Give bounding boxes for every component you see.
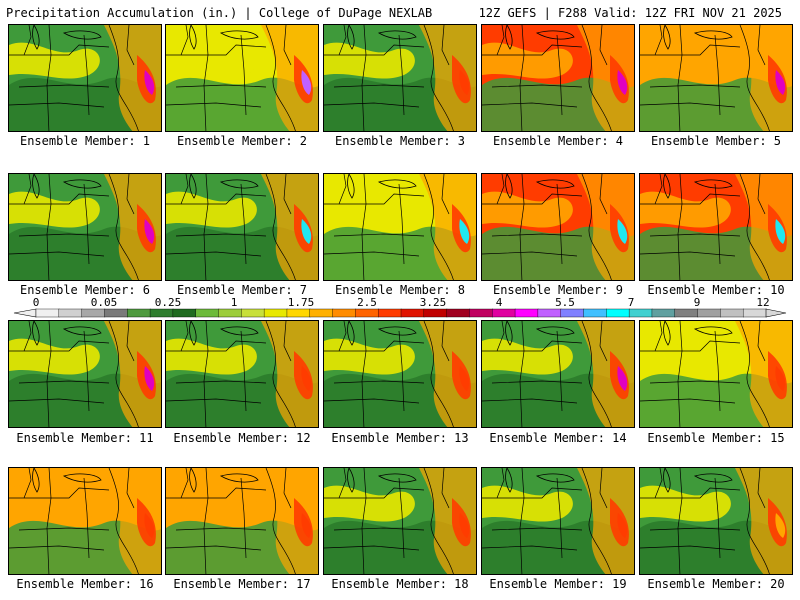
ensemble-member-map: [481, 320, 635, 428]
ensemble-member-label: Ensemble Member: 2: [176, 134, 308, 148]
ensemble-member-map: [639, 24, 793, 132]
colorbar-swatch: [58, 308, 83, 318]
precip-colorbar: [13, 308, 787, 318]
ensemble-member-map: [639, 173, 793, 281]
colorbar-swatch: [674, 308, 699, 318]
ensemble-member-label: Ensemble Member: 4: [492, 134, 624, 148]
ensemble-member-label: Ensemble Member: 6: [19, 283, 151, 297]
ensemble-member-label: Ensemble Member: 18: [331, 577, 469, 591]
colorbar-swatch: [514, 308, 539, 318]
colorbar-swatch: [446, 308, 471, 318]
ensemble-member-label: Ensemble Member: 16: [16, 577, 154, 591]
colorbar-swatch: [606, 308, 630, 318]
ensemble-member-map: [481, 173, 635, 281]
ensemble-member-map: [165, 24, 319, 132]
ensemble-member-label: Ensemble Member: 5: [650, 134, 782, 148]
colorbar-tick-label: 0.05: [90, 296, 118, 309]
colorbar-swatch: [697, 308, 722, 318]
colorbar-swatch: [355, 308, 379, 318]
colorbar-swatch: [492, 308, 516, 318]
colorbar-swatch: [195, 308, 220, 318]
colorbar-swatch: [628, 308, 653, 318]
ensemble-member-label: Ensemble Member: 9: [492, 283, 624, 297]
colorbar-swatch: [309, 308, 334, 318]
ensemble-member-label: Ensemble Member: 1: [19, 134, 151, 148]
ensemble-member-map: [481, 467, 635, 575]
ensemble-member-label: Ensemble Member: 7: [176, 283, 308, 297]
ensemble-member-label: Ensemble Member: 3: [334, 134, 466, 148]
colorbar-tick-label: 3.25: [419, 296, 447, 309]
colorbar-tick-label: 4: [495, 296, 503, 309]
map-title: Precipitation Accumulation (in.) | Colle…: [6, 6, 433, 20]
colorbar-tick-label: 5.5: [555, 296, 575, 309]
ensemble-member-map: [639, 320, 793, 428]
ensemble-member-map: [8, 320, 162, 428]
colorbar-swatch: [583, 308, 608, 318]
ensemble-member-map: [8, 173, 162, 281]
colorbar-swatch: [720, 308, 744, 318]
colorbar-tick-label: 9: [693, 296, 701, 309]
colorbar-swatch: [149, 308, 174, 318]
colorbar-tick-label: 1: [230, 296, 238, 309]
model-run-info: 12Z GEFS | F288 Valid: 12Z FRI NOV 21 20…: [478, 6, 782, 20]
colorbar-swatch: [35, 308, 60, 318]
ensemble-member-map: [8, 24, 162, 132]
ensemble-member-label: Ensemble Member: 13: [331, 431, 469, 445]
ensemble-member-map: [165, 320, 319, 428]
colorbar-left-arrow: [13, 308, 37, 318]
colorbar-swatch: [560, 308, 585, 318]
ensemble-member-label: Ensemble Member: 17: [173, 577, 311, 591]
colorbar-swatch: [469, 308, 493, 318]
ensemble-member-map: [165, 467, 319, 575]
ensemble-member-map: [639, 467, 793, 575]
colorbar-tick-label: 12: [756, 296, 770, 309]
colorbar-tick-label: 1.75: [287, 296, 315, 309]
colorbar-swatch: [742, 308, 767, 318]
colorbar-tick-label: 0: [32, 296, 40, 309]
ensemble-member-map: [323, 320, 477, 428]
colorbar-swatch: [400, 308, 425, 318]
colorbar-swatch: [332, 308, 357, 318]
colorbar-right-arrow: [765, 308, 787, 318]
colorbar-swatch: [218, 308, 243, 318]
colorbar-tick-label: 7: [627, 296, 635, 309]
colorbar-swatch: [537, 308, 562, 318]
ensemble-member-label: Ensemble Member: 8: [334, 283, 466, 297]
ensemble-member-label: Ensemble Member: 14: [489, 431, 627, 445]
ensemble-member-map: [8, 467, 162, 575]
colorbar-swatch: [104, 308, 128, 318]
ensemble-member-map: [323, 467, 477, 575]
colorbar-tick-label: 2.5: [357, 296, 377, 309]
ensemble-member-label: Ensemble Member: 19: [489, 577, 627, 591]
ensemble-member-map: [165, 173, 319, 281]
colorbar-swatch: [377, 308, 402, 318]
colorbar-swatch: [423, 308, 448, 318]
colorbar-swatch: [651, 308, 676, 318]
ensemble-member-label: Ensemble Member: 11: [16, 431, 154, 445]
colorbar-swatch: [172, 308, 197, 318]
ensemble-member-label: Ensemble Member: 20: [647, 577, 785, 591]
colorbar-swatch: [127, 308, 151, 318]
ensemble-member-label: Ensemble Member: 15: [647, 431, 785, 445]
colorbar-tick-label: 0.25: [154, 296, 182, 309]
ensemble-member-map: [323, 24, 477, 132]
ensemble-member-map: [481, 24, 635, 132]
colorbar-swatch: [241, 308, 265, 318]
colorbar-swatch: [286, 308, 311, 318]
ensemble-member-map: [323, 173, 477, 281]
colorbar-swatch: [263, 308, 288, 318]
colorbar-swatch: [81, 308, 106, 318]
ensemble-member-label: Ensemble Member: 12: [173, 431, 311, 445]
ensemble-member-label: Ensemble Member: 10: [647, 283, 785, 297]
